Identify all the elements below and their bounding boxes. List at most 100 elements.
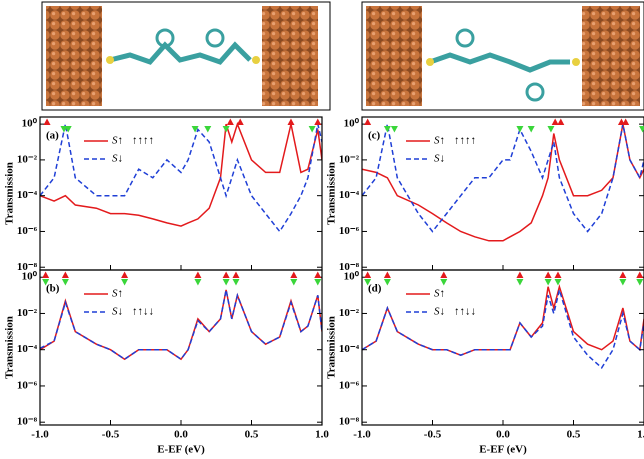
up-marker bbox=[237, 119, 244, 126]
up-marker bbox=[232, 272, 239, 279]
y-tick-label: 10⁰ bbox=[22, 271, 38, 283]
up-marker bbox=[384, 272, 391, 279]
up-marker bbox=[552, 119, 559, 126]
plot-area bbox=[40, 290, 322, 359]
y-tick-label: 10⁰ bbox=[344, 271, 360, 283]
down-marker bbox=[121, 279, 128, 286]
up-marker bbox=[364, 119, 371, 126]
down-marker bbox=[384, 279, 391, 286]
down-marker bbox=[440, 279, 447, 286]
up-marker bbox=[364, 272, 371, 279]
up-marker bbox=[194, 272, 201, 279]
x-axis-label: E-EF (eV) bbox=[157, 444, 205, 456]
legend-label: S↓ bbox=[112, 153, 123, 165]
series-line bbox=[362, 124, 644, 231]
y-tick-label: 10⁻⁶ bbox=[339, 225, 360, 237]
structure-left bbox=[42, 2, 330, 110]
series-line bbox=[40, 124, 322, 231]
down-marker bbox=[290, 279, 297, 286]
down-marker bbox=[636, 279, 643, 286]
legend-label: S↑ bbox=[434, 288, 445, 300]
series-line bbox=[362, 124, 644, 241]
down-marker bbox=[619, 279, 626, 286]
up-marker bbox=[223, 272, 230, 279]
y-tick-label: 10⁻⁴ bbox=[17, 343, 38, 355]
y-tick-label: 10⁻⁸ bbox=[339, 416, 360, 428]
y-axis-label: Transmission bbox=[326, 316, 338, 379]
structure-right bbox=[362, 2, 644, 110]
down-marker bbox=[194, 279, 201, 286]
y-tick-label: 10⁻² bbox=[339, 307, 360, 319]
legend-label: S↑ bbox=[112, 288, 123, 300]
down-marker bbox=[516, 279, 523, 286]
up-marker bbox=[554, 272, 561, 279]
legend-label: S↓ bbox=[434, 153, 445, 165]
up-marker bbox=[121, 272, 128, 279]
down-marker bbox=[232, 279, 239, 286]
up-marker bbox=[314, 119, 321, 126]
x-axis-label: E-EF (eV) bbox=[479, 444, 527, 456]
x-tick-label: 1.0 bbox=[637, 429, 644, 441]
annotation: ↑↑↓↓ bbox=[132, 306, 154, 318]
y-axis-label: Transmission bbox=[4, 316, 16, 379]
x-tick-label: 0.0 bbox=[174, 429, 188, 441]
down-marker bbox=[528, 126, 535, 133]
x-tick-label: -0.5 bbox=[102, 429, 120, 441]
legend-label: S↓ bbox=[434, 306, 445, 318]
panel-label: (b) bbox=[46, 283, 60, 295]
y-tick-label: 10⁻⁶ bbox=[339, 379, 360, 391]
down-marker bbox=[554, 279, 561, 286]
up-marker bbox=[557, 119, 564, 126]
x-tick-label: -0.5 bbox=[424, 429, 442, 441]
x-tick-label: 1.0 bbox=[315, 429, 329, 441]
electrode bbox=[366, 6, 422, 106]
down-marker bbox=[545, 279, 552, 286]
y-tick-label: 10⁻² bbox=[17, 307, 38, 319]
annotation: ↑↑↓↓ bbox=[454, 306, 476, 318]
plot-area bbox=[362, 287, 644, 368]
down-marker bbox=[62, 279, 69, 286]
x-tick-label: -1.0 bbox=[31, 429, 49, 441]
series-line bbox=[362, 287, 644, 356]
up-marker bbox=[636, 272, 643, 279]
legend-label: S↑ bbox=[112, 135, 123, 147]
annotation: ↑↑↑↑ bbox=[132, 135, 154, 147]
panel-label: (a) bbox=[46, 130, 59, 142]
plot-frame bbox=[362, 117, 644, 270]
up-marker bbox=[287, 119, 294, 126]
x-tick-label: 0.0 bbox=[496, 429, 510, 441]
atom bbox=[426, 58, 434, 66]
up-marker bbox=[619, 272, 626, 279]
up-marker bbox=[622, 119, 629, 126]
x-tick-label: 0.5 bbox=[245, 429, 259, 441]
y-axis-label: Transmission bbox=[4, 162, 16, 225]
up-marker bbox=[516, 272, 523, 279]
up-marker bbox=[42, 272, 49, 279]
atom bbox=[572, 58, 580, 66]
legend-label: S↓ bbox=[112, 306, 123, 318]
plot-area bbox=[40, 124, 322, 231]
y-tick-label: 10⁻² bbox=[339, 153, 360, 165]
y-tick-label: 10⁻⁴ bbox=[339, 189, 360, 201]
annotation: ↑↑↑↑ bbox=[454, 135, 476, 147]
figure: 10⁻⁸ 10⁻⁶ 10⁻⁴ 10⁻² 10⁰ Transmission (a) S↑ S↓ ↑↑… bbox=[0, 0, 644, 459]
up-marker bbox=[290, 272, 297, 279]
series-line bbox=[362, 290, 644, 368]
up-marker bbox=[314, 272, 321, 279]
y-tick-label: 10⁻⁴ bbox=[339, 343, 360, 355]
y-tick-label: 10⁻⁴ bbox=[17, 189, 38, 201]
down-marker bbox=[314, 279, 321, 286]
up-marker bbox=[440, 272, 447, 279]
atom bbox=[106, 56, 114, 64]
series-line bbox=[40, 290, 322, 359]
y-tick-label: 10⁻⁸ bbox=[17, 416, 38, 428]
up-marker bbox=[227, 119, 234, 126]
down-marker bbox=[391, 126, 398, 133]
x-tick-label: 0.5 bbox=[567, 429, 581, 441]
down-marker bbox=[516, 126, 523, 133]
electrode bbox=[46, 6, 102, 106]
y-tick-label: 10⁻⁶ bbox=[17, 379, 38, 391]
x-tick-label: -1.0 bbox=[353, 429, 371, 441]
y-tick-label: 10⁻² bbox=[17, 153, 38, 165]
plot-frame bbox=[40, 117, 322, 270]
